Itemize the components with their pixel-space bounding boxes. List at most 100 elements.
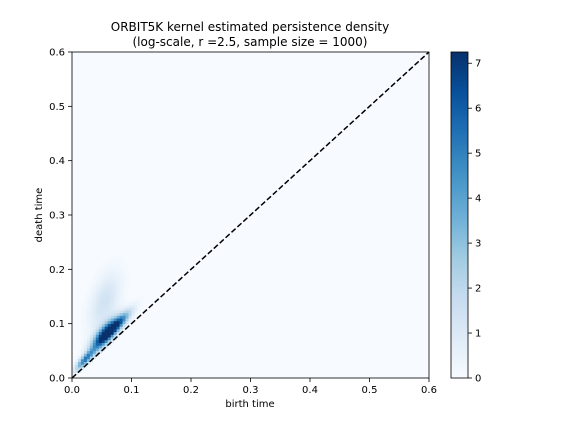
heatmap-cell xyxy=(122,280,126,284)
heatmap-cell xyxy=(125,320,129,324)
heatmap-cell xyxy=(98,277,103,281)
heatmap-cell xyxy=(113,323,117,327)
heatmap-cell xyxy=(125,266,129,270)
heatmap-cell xyxy=(110,312,114,316)
heatmap-cell xyxy=(122,310,126,314)
heatmap-cell xyxy=(122,291,126,295)
heatmap-cell xyxy=(119,304,123,308)
heatmap-cell xyxy=(116,307,120,311)
heatmap-cell xyxy=(113,272,117,276)
heatmap-cell xyxy=(122,285,126,289)
heatmap-cell xyxy=(128,318,132,322)
heatmap-cell xyxy=(80,342,85,346)
y-tick-label: 0.2 xyxy=(49,265,65,276)
y-tick-label: 0.6 xyxy=(49,48,65,59)
heatmap-cell xyxy=(101,329,106,333)
heatmap-cell xyxy=(92,356,97,360)
heatmap-cell xyxy=(101,285,106,289)
heatmap-cell xyxy=(72,364,76,368)
colorbar-tick-label: 6 xyxy=(475,104,481,115)
heatmap-cell xyxy=(113,288,117,292)
heatmap-cell xyxy=(104,337,108,341)
y-axis-label: death time xyxy=(34,188,45,243)
heatmap-cell xyxy=(95,296,100,300)
heatmap-cell xyxy=(83,326,88,330)
heatmap-cell xyxy=(113,312,117,316)
heatmap-cell xyxy=(122,261,126,265)
heatmap-cell xyxy=(122,277,126,281)
heatmap-cell xyxy=(101,304,106,308)
heatmap-cell xyxy=(86,342,91,346)
heatmap-cell xyxy=(110,255,114,259)
heatmap-cell xyxy=(86,361,91,365)
heatmap-cell xyxy=(107,323,111,327)
heatmap-cell xyxy=(83,310,88,314)
heatmap-cell xyxy=(107,258,111,262)
heatmap-cell xyxy=(110,331,114,335)
heatmap-cell xyxy=(119,274,123,278)
heatmap-cell xyxy=(86,291,91,295)
heatmap-cell xyxy=(77,353,82,357)
heatmap-cell xyxy=(86,318,91,322)
heatmap-cell xyxy=(72,372,76,376)
heatmap-cell xyxy=(122,258,126,262)
heatmap-cell xyxy=(113,255,117,259)
heatmap-cell xyxy=(125,318,129,322)
heatmap-cell xyxy=(77,345,82,349)
heatmap-cell xyxy=(83,350,88,354)
heatmap-cell xyxy=(98,282,103,286)
heatmap-cell xyxy=(89,337,94,341)
heatmap-cell xyxy=(98,288,103,292)
heatmap-cell xyxy=(110,277,114,281)
heatmap-cell xyxy=(92,291,97,295)
heatmap-cell xyxy=(92,320,97,324)
heatmap-cell xyxy=(107,272,111,276)
heatmap-cell xyxy=(98,304,103,308)
colorbar-tick-label: 0 xyxy=(475,374,481,385)
heatmap-cell xyxy=(119,266,123,270)
heatmap-cell xyxy=(104,307,108,311)
heatmap-cell xyxy=(128,312,132,316)
x-tick-label: 0.5 xyxy=(362,385,378,396)
heatmap-cell xyxy=(74,358,79,362)
y-tick-label: 0.4 xyxy=(49,156,65,167)
heatmap-cell xyxy=(89,348,94,352)
colorbar-tick-label: 1 xyxy=(475,329,481,340)
heatmap-cell xyxy=(89,312,94,316)
heatmap-cell xyxy=(86,285,91,289)
heatmap-cell xyxy=(119,263,123,267)
heatmap-cell xyxy=(113,285,117,289)
heatmap-cell xyxy=(119,329,123,333)
heatmap-cell xyxy=(95,301,100,305)
heatmap-cell xyxy=(92,310,97,314)
heatmap-cell xyxy=(98,323,103,327)
heatmap-cell xyxy=(134,310,138,314)
heatmap-cell xyxy=(101,293,106,297)
heatmap-cell xyxy=(116,274,120,278)
heatmap-cell xyxy=(110,282,114,286)
heatmap-cell xyxy=(116,263,120,267)
x-tick-label: 0.1 xyxy=(124,385,140,396)
heatmap-cell xyxy=(98,285,103,289)
heatmap-cell xyxy=(83,358,88,362)
heatmap-cell xyxy=(83,318,88,322)
heatmap-cell xyxy=(86,337,91,341)
heatmap-cell xyxy=(122,304,126,308)
heatmap-cell xyxy=(95,282,100,286)
heatmap-cell xyxy=(107,318,111,322)
heatmap-cell xyxy=(104,288,108,292)
heatmap-cell xyxy=(116,323,120,327)
heatmap-cell xyxy=(86,329,91,333)
heatmap-cell xyxy=(74,361,79,365)
heatmap-cell xyxy=(119,255,123,259)
heatmap-cell xyxy=(104,312,108,316)
heatmap-cell xyxy=(92,318,97,322)
heatmap-cell xyxy=(101,337,106,341)
heatmap-cell xyxy=(74,372,79,376)
heatmap-cell xyxy=(122,326,126,330)
heatmap-cell xyxy=(125,282,129,286)
heatmap-cell xyxy=(110,280,114,284)
heatmap-cell xyxy=(113,277,117,281)
heatmap-cell xyxy=(95,342,100,346)
heatmap-cell xyxy=(119,315,123,319)
